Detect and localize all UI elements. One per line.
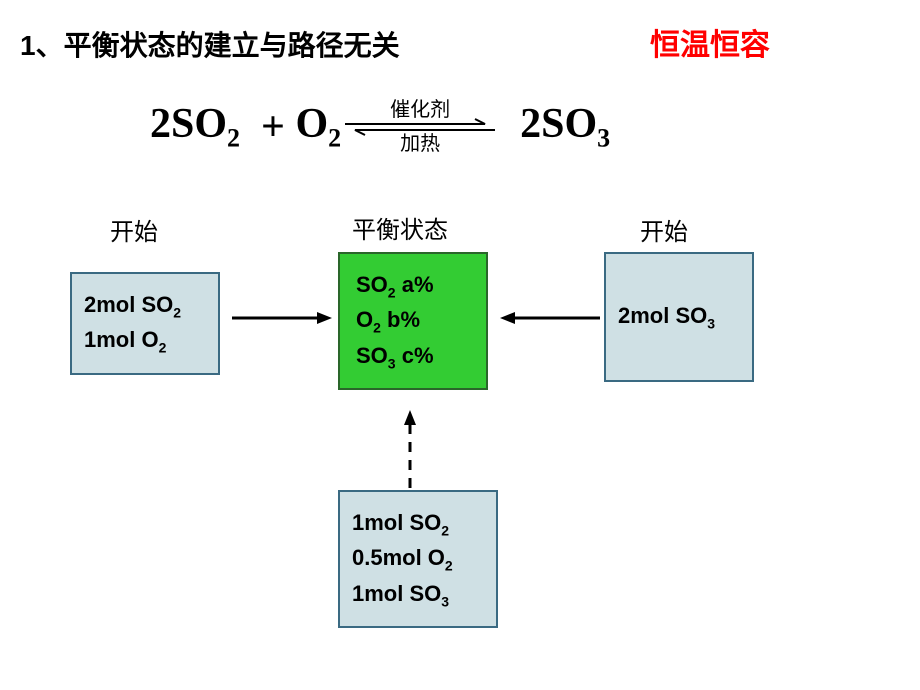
heat-label: 加热 (400, 134, 440, 154)
label-right-start: 开始 (640, 212, 688, 247)
title-text: 1、平衡状态的建立与路径无关 (20, 24, 400, 64)
label-left-start: 开始 (110, 212, 158, 247)
label-center-eq: 平衡状态 (352, 210, 448, 245)
arrow-left-icon (232, 308, 332, 328)
box-left: 2mol SO2 1mol O2 (70, 272, 220, 375)
box-bottom: 1mol SO2 0.5mol O2 1mol SO3 (338, 490, 498, 628)
box-right: 2mol SO3 (604, 252, 754, 382)
equilibrium-arrows-icon (345, 118, 495, 136)
eq-lhs-b: O2 (295, 100, 341, 153)
arrow-up-icon (400, 410, 420, 488)
equation: 2SO2 + O2 催化剂 加热 2SO3 (150, 100, 610, 154)
condition-text: 恒温恒容 (650, 20, 770, 64)
catalyst-label: 催化剂 (390, 100, 450, 120)
arrow-right-icon (500, 308, 600, 328)
eq-plus: + (240, 103, 295, 151)
eq-lhs-a: 2SO2 (150, 100, 240, 153)
box-center: SO2 a% O2 b% SO3 c% (338, 252, 488, 390)
eq-rhs: 2SO3 (520, 100, 610, 153)
eq-arrow-cond: 催化剂 加热 (345, 100, 495, 154)
